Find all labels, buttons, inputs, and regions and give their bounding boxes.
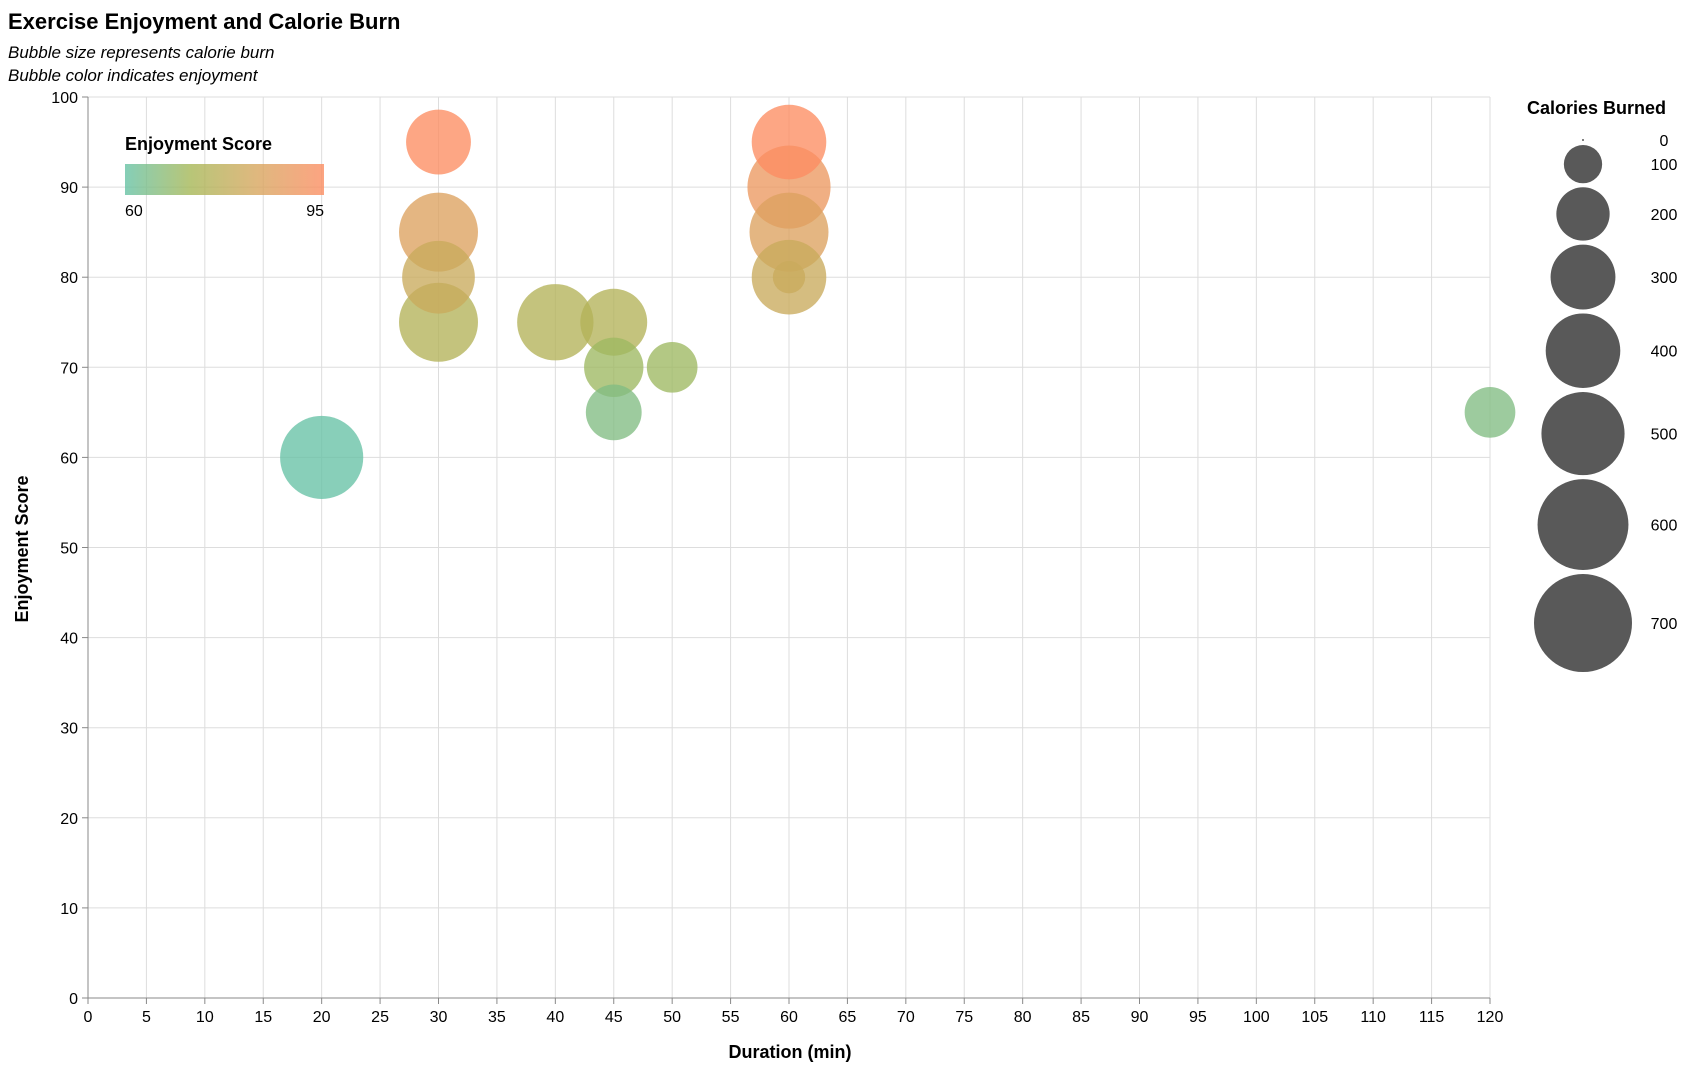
- size-legend-title: Calories Burned: [1527, 98, 1666, 118]
- size-legend-symbol: [1582, 139, 1584, 141]
- size-legend-label: 100: [1651, 157, 1678, 174]
- bubble-point: [517, 284, 594, 361]
- color-legend-max-label: 95: [306, 203, 324, 220]
- size-legend-label: 500: [1651, 427, 1678, 444]
- bubble-point: [751, 104, 827, 180]
- x-tick-label: 25: [371, 1009, 389, 1026]
- y-tick-label: 80: [60, 270, 78, 287]
- size-legend: Calories Burned 0 100 200 300 400 500 600 700: [1527, 98, 1678, 673]
- x-tick-label: 60: [780, 1009, 798, 1026]
- bubble-point: [585, 384, 642, 441]
- x-tick-label: 75: [955, 1009, 973, 1026]
- color-legend-gradient: [125, 164, 324, 195]
- x-tick-label: 30: [430, 1009, 448, 1026]
- chart-title: Exercise Enjoyment and Calorie Burn: [8, 9, 400, 34]
- size-legend-symbol: [1545, 313, 1621, 389]
- y-tick-label: 50: [60, 541, 78, 558]
- x-tick-label: 120: [1477, 1009, 1504, 1026]
- x-axis-title: Duration (min): [729, 1042, 852, 1062]
- bubbles: [280, 104, 1516, 499]
- grid-lines: [87, 96, 1491, 999]
- y-tick-label: 30: [60, 721, 78, 738]
- x-tick-label: 45: [605, 1009, 623, 1026]
- size-legend-symbol: [1556, 187, 1610, 241]
- y-tick-label: 60: [60, 450, 78, 467]
- x-tick-label: 5: [142, 1009, 151, 1026]
- x-tick-label: 100: [1243, 1009, 1270, 1026]
- x-tick-label: 50: [663, 1009, 681, 1026]
- x-tick-label: 105: [1301, 1009, 1328, 1026]
- bubble-point: [406, 109, 471, 175]
- y-tick-label: 20: [60, 811, 78, 828]
- x-tick-label: 10: [196, 1009, 214, 1026]
- chart-subtitle-line-1: Bubble size represents calorie burn: [8, 43, 274, 62]
- bubble-point: [580, 288, 648, 356]
- y-tick-label: 0: [69, 991, 78, 1008]
- y-axis-title: Enjoyment Score: [12, 475, 32, 622]
- y-tick-label: 90: [60, 180, 78, 197]
- size-legend-label: 0: [1660, 133, 1669, 150]
- y-tick-label: 100: [51, 90, 78, 107]
- x-tick-label: 15: [254, 1009, 272, 1026]
- color-legend-title: Enjoyment Score: [125, 134, 272, 154]
- axes: 0 5 10 15 20 25 30 35 40 45 50 55 60 65 70 75 80 85 90 95 10…: [51, 90, 1503, 1026]
- size-legend-label: 700: [1651, 616, 1678, 633]
- x-tick-label: 115: [1419, 1009, 1445, 1026]
- color-legend-min-label: 60: [125, 203, 143, 220]
- color-legend: Enjoyment Score 60 95: [125, 134, 324, 220]
- bubble-point: [280, 415, 364, 499]
- size-legend-symbol: [1541, 392, 1625, 476]
- x-tick-label: 90: [1131, 1009, 1149, 1026]
- x-tick-label: 55: [722, 1009, 740, 1026]
- bubble-point: [402, 240, 475, 314]
- size-legend-symbol: [1563, 145, 1603, 184]
- y-tick-label: 70: [60, 360, 78, 377]
- x-tick-label: 110: [1360, 1009, 1386, 1026]
- size-legend-symbol: [1537, 479, 1629, 571]
- size-legend-symbol: [1550, 244, 1616, 310]
- bubble-point: [772, 261, 806, 294]
- size-legend-label: 300: [1651, 270, 1678, 287]
- x-tick-label: 35: [488, 1009, 506, 1026]
- bubble-point: [646, 341, 698, 393]
- x-tick-label: 95: [1189, 1009, 1207, 1026]
- x-tick-label: 0: [84, 1009, 93, 1026]
- y-tick-label: 10: [60, 901, 78, 918]
- size-legend-label: 400: [1651, 344, 1678, 361]
- bubble-point: [584, 337, 644, 397]
- x-tick-label: 65: [839, 1009, 857, 1026]
- chart-subtitle-line-2: Bubble color indicates enjoyment: [8, 66, 259, 85]
- x-tick-label: 40: [546, 1009, 564, 1026]
- size-legend-label: 200: [1651, 207, 1678, 224]
- x-tick-label: 85: [1072, 1009, 1090, 1026]
- size-legend-symbol: [1534, 574, 1632, 673]
- size-legend-label: 600: [1651, 518, 1678, 535]
- bubble-point: [1464, 387, 1516, 438]
- x-tick-label: 20: [313, 1009, 331, 1026]
- y-tick-label: 40: [60, 631, 78, 648]
- x-tick-label: 80: [1014, 1009, 1032, 1026]
- x-tick-label: 70: [897, 1009, 915, 1026]
